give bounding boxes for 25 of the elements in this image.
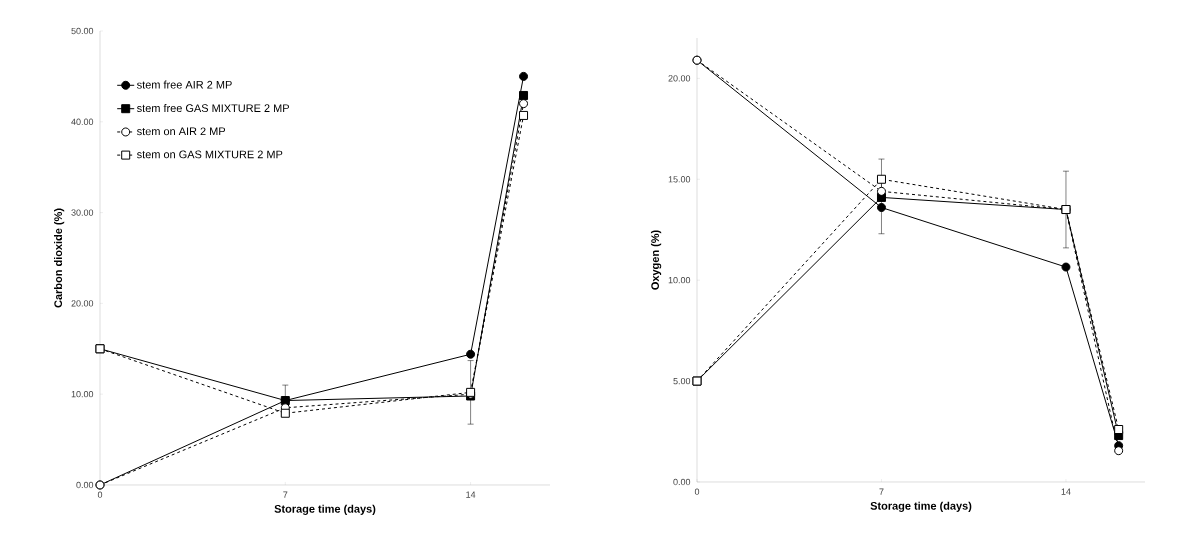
x-tick-label: 7 — [879, 488, 884, 495]
y-tick-label: 0.00 — [673, 478, 691, 486]
x-tick-label: 7 — [283, 491, 288, 498]
x-axis-title: Storage time (days) — [870, 501, 972, 512]
y-tick-label: 40.00 — [71, 118, 94, 125]
y-tick-label: 20.00 — [668, 75, 691, 82]
legend-label: stem free GAS MIXTURE 2 MP — [137, 104, 289, 113]
legend-label: stem on AIR 2 MP — [137, 127, 226, 136]
y-tick-label: 10.00 — [71, 391, 94, 398]
y-tick-label: 20.00 — [71, 300, 94, 307]
legend-label: stem free AIR 2 MP — [137, 80, 232, 89]
y-tick-label: 15.00 — [668, 176, 691, 183]
legend-label: stem on GAS MIXTURE 2 MP — [137, 150, 283, 159]
y-tick-label: 0.00 — [76, 481, 94, 489]
x-tick-label: 0 — [694, 488, 700, 495]
y-axis-title: Oxygen (%) — [650, 230, 662, 290]
y-tick-label: 50.00 — [71, 27, 94, 35]
x-tick-label: 14 — [1061, 488, 1071, 495]
x-tick-label: 14 — [466, 491, 476, 498]
y-tick-label: 5.00 — [673, 377, 691, 385]
y-tick-label: 10.00 — [668, 276, 691, 284]
x-tick-label: 0 — [97, 491, 103, 498]
y-tick-label: 30.00 — [71, 209, 94, 216]
x-axis-title: Storage time (days) — [274, 504, 376, 515]
y-axis-title: Carbon dioxide (%) — [54, 208, 65, 308]
